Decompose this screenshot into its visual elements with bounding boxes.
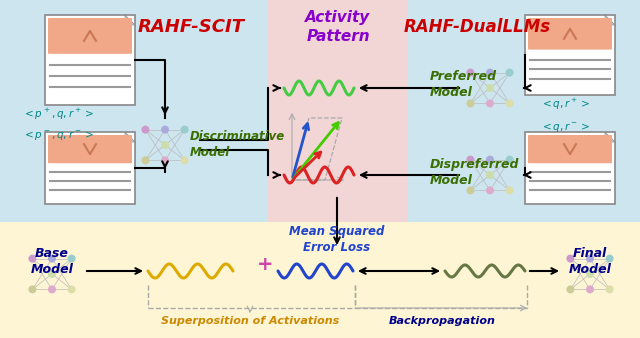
Circle shape	[28, 285, 36, 293]
Circle shape	[506, 155, 514, 164]
FancyBboxPatch shape	[48, 135, 132, 163]
Bar	[0, 0, 268, 222]
Text: Superposition of Activations: Superposition of Activations	[161, 316, 339, 326]
Circle shape	[586, 270, 594, 278]
Circle shape	[586, 285, 594, 293]
Circle shape	[141, 126, 149, 134]
Circle shape	[68, 285, 76, 293]
Text: Activity
Pattern: Activity Pattern	[305, 10, 371, 44]
Circle shape	[28, 255, 36, 263]
Circle shape	[486, 155, 494, 164]
Circle shape	[48, 285, 56, 293]
Text: $< p^+, q, r^+ >$: $< p^+, q, r^+ >$	[22, 107, 94, 122]
Text: $< q, r^+ >$: $< q, r^+ >$	[540, 97, 590, 112]
Circle shape	[566, 255, 575, 263]
Text: RAHF-SCIT: RAHF-SCIT	[138, 18, 245, 36]
Circle shape	[48, 270, 56, 278]
FancyBboxPatch shape	[528, 18, 612, 50]
Circle shape	[506, 69, 514, 77]
Text: Preferred
Model: Preferred Model	[430, 70, 497, 99]
Circle shape	[506, 186, 514, 194]
Bar	[525, 15, 615, 95]
Text: Dispreferred
Model: Dispreferred Model	[430, 158, 520, 187]
Circle shape	[506, 99, 514, 107]
Circle shape	[486, 186, 494, 194]
Circle shape	[467, 186, 474, 194]
Text: Backpropagation: Backpropagation	[388, 316, 495, 326]
Text: $< q, r^- >$: $< q, r^- >$	[540, 121, 590, 134]
Bar	[408, 0, 640, 222]
Text: +: +	[257, 255, 273, 273]
Circle shape	[566, 285, 575, 293]
Polygon shape	[605, 132, 615, 142]
Bar	[45, 132, 135, 204]
FancyBboxPatch shape	[48, 18, 132, 54]
Circle shape	[141, 156, 149, 164]
Circle shape	[180, 126, 189, 134]
Bar	[525, 132, 615, 204]
Circle shape	[605, 285, 614, 293]
Circle shape	[467, 69, 474, 77]
Circle shape	[586, 255, 594, 263]
Text: Final
Model: Final Model	[568, 247, 611, 276]
Bar	[45, 15, 135, 105]
Circle shape	[486, 84, 494, 92]
Circle shape	[48, 255, 56, 263]
Circle shape	[180, 156, 189, 164]
Bar	[268, 0, 408, 222]
Polygon shape	[125, 15, 135, 25]
Text: Mean Squared
Error Loss: Mean Squared Error Loss	[289, 225, 385, 254]
Circle shape	[486, 69, 494, 77]
Circle shape	[161, 141, 169, 149]
Circle shape	[486, 171, 494, 179]
FancyBboxPatch shape	[528, 135, 612, 163]
Circle shape	[486, 99, 494, 107]
Circle shape	[161, 126, 169, 134]
Circle shape	[68, 255, 76, 263]
Circle shape	[605, 255, 614, 263]
Text: Base
Model: Base Model	[31, 247, 74, 276]
Bar	[0, 222, 640, 338]
Circle shape	[467, 99, 474, 107]
Polygon shape	[125, 132, 135, 142]
Circle shape	[467, 155, 474, 164]
Text: $< p^-, q, r^- >$: $< p^-, q, r^- >$	[22, 129, 94, 142]
Circle shape	[161, 156, 169, 164]
Text: RAHF-DualLLMs: RAHF-DualLLMs	[404, 18, 551, 36]
Polygon shape	[605, 15, 615, 25]
Text: Discriminative
Model: Discriminative Model	[190, 130, 285, 159]
